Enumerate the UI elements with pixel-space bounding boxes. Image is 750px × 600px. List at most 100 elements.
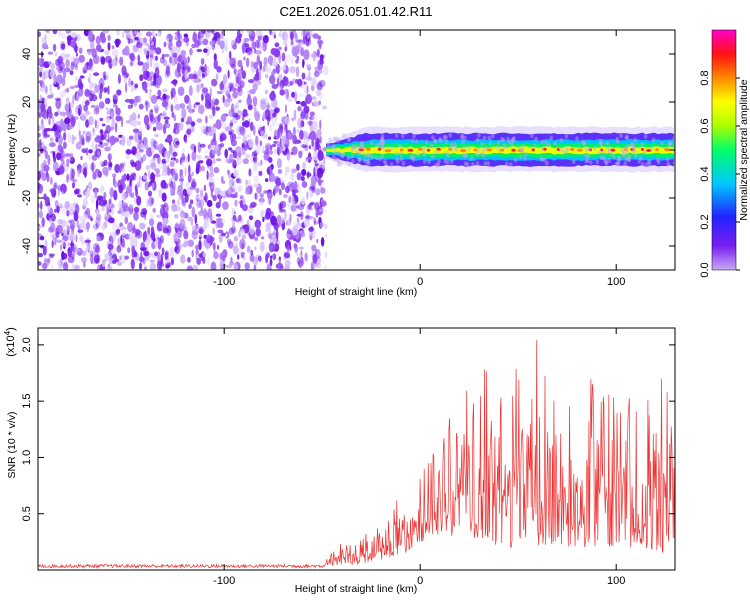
signal-scatter [346,136,351,142]
signal-scatter [351,159,355,164]
signal-scatter [637,158,642,164]
noise-blob [131,227,135,234]
noise-blob [296,163,300,171]
noise-blob [99,144,105,149]
noise-blob [158,188,163,198]
colorbar-tick-label: 0.8 [699,70,711,85]
noise-blob [254,39,261,49]
noise-blob [284,211,287,221]
noise-blob [94,208,100,214]
noise-blob [136,195,142,206]
noise-blob [189,48,193,56]
noise-blob [105,130,109,134]
noise-blob [195,102,200,106]
noise-blob [312,51,316,62]
noise-blob [279,31,282,38]
signal-scatter [598,149,602,155]
noise-blob [202,252,206,257]
signal-scatter [523,156,527,161]
signal-scatter [411,138,415,144]
noise-blob [289,213,292,223]
noise-blob [252,157,256,162]
noise-blob [254,246,257,251]
noise-blob [90,253,94,264]
noise-blob [76,92,79,103]
noise-blob [86,221,90,233]
noise-blob [219,82,224,91]
noise-blob [314,133,322,138]
noise-blob [212,194,217,202]
noise-blob [64,117,71,125]
noise-blob [220,114,227,123]
noise-blob [119,255,122,260]
noise-blob [238,99,242,103]
noise-blob [195,244,200,250]
noise-blob [291,196,295,207]
noise-blob [183,37,190,43]
signal-scatter [333,149,337,155]
noise-blob [79,75,85,79]
noise-blob [99,117,104,122]
noise-blob [44,85,48,94]
signal-scatter [389,146,394,152]
noise-blob [232,91,239,99]
noise-blob [275,114,278,123]
noise-blob [308,145,311,150]
noise-blob [200,206,203,214]
signal-scatter [336,150,341,156]
noise-blob [226,86,231,92]
noise-blob [86,244,93,251]
colorbar-tick-label: 0.0 [699,262,711,277]
noise-blob [132,128,140,134]
noise-blob [319,135,322,144]
signal-scatter [360,141,364,146]
noise-blob [84,100,90,106]
signal-scatter [453,145,458,151]
chart-title: C2E1.2026.051.01.42.R11 [280,4,433,19]
noise-blob [126,120,130,124]
signal-scatter [645,162,649,168]
noise-blob [282,76,289,87]
noise-blob [213,59,218,70]
noise-blob [300,250,303,259]
noise-blob [270,172,275,183]
noise-blob [138,95,142,102]
signal-scatter [598,138,603,144]
noise-blob [312,33,319,39]
noise-blob [108,257,114,262]
noise-blob [318,100,322,106]
noise-blob [268,150,274,155]
noise-blob [191,181,197,188]
noise-blob [232,43,237,50]
noise-blob [172,151,178,157]
noise-blob [297,204,305,211]
noise-blob [273,148,278,155]
noise-blob [233,159,237,166]
noise-blob [111,48,119,58]
noise-blob [112,93,119,100]
noise-blob [230,149,236,154]
noise-blob [38,111,44,117]
noise-blob [208,114,214,119]
noise-blob [233,211,236,215]
noise-blob [185,38,189,47]
noise-blob [68,102,71,113]
signal-scatter [607,148,612,153]
noise-blob [263,152,270,161]
noise-blob [57,203,63,207]
noise-blob [194,224,200,233]
noise-blob [128,98,135,104]
noise-blob [184,193,189,203]
noise-blob [323,156,326,164]
signal-scatter [379,138,384,144]
signal-scatter [484,145,489,151]
noise-blob [102,166,109,176]
noise-blob [41,217,45,228]
signal-scatter [571,159,576,165]
noise-blob [95,143,98,150]
noise-blob [241,142,245,149]
noise-blob [123,205,130,212]
signal-peak [358,148,365,152]
noise-blob [175,242,179,251]
noise-blob [142,62,150,71]
